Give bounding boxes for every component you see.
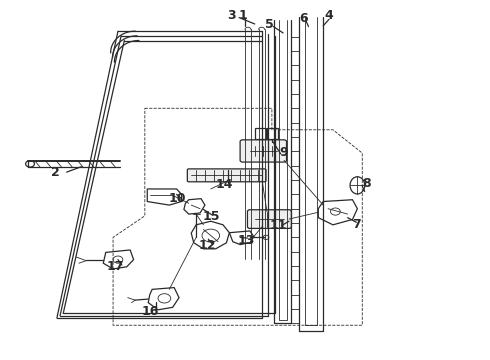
Text: 11: 11 xyxy=(270,219,287,232)
Text: 1: 1 xyxy=(238,9,247,22)
Text: 2: 2 xyxy=(51,166,60,179)
Text: 4: 4 xyxy=(325,9,333,22)
Text: 3: 3 xyxy=(227,9,236,22)
Text: 16: 16 xyxy=(142,306,159,319)
Text: 7: 7 xyxy=(352,218,361,231)
FancyBboxPatch shape xyxy=(240,140,287,162)
Text: 8: 8 xyxy=(362,177,370,190)
Text: 12: 12 xyxy=(198,239,216,252)
Text: 13: 13 xyxy=(237,234,255,247)
Text: 15: 15 xyxy=(203,210,220,223)
FancyBboxPatch shape xyxy=(187,169,266,182)
FancyBboxPatch shape xyxy=(247,210,292,228)
Text: 9: 9 xyxy=(280,145,289,158)
Text: 14: 14 xyxy=(216,178,233,191)
Text: 6: 6 xyxy=(299,12,308,25)
Text: 5: 5 xyxy=(265,18,274,31)
Text: 17: 17 xyxy=(107,260,124,273)
Text: 10: 10 xyxy=(169,192,186,205)
